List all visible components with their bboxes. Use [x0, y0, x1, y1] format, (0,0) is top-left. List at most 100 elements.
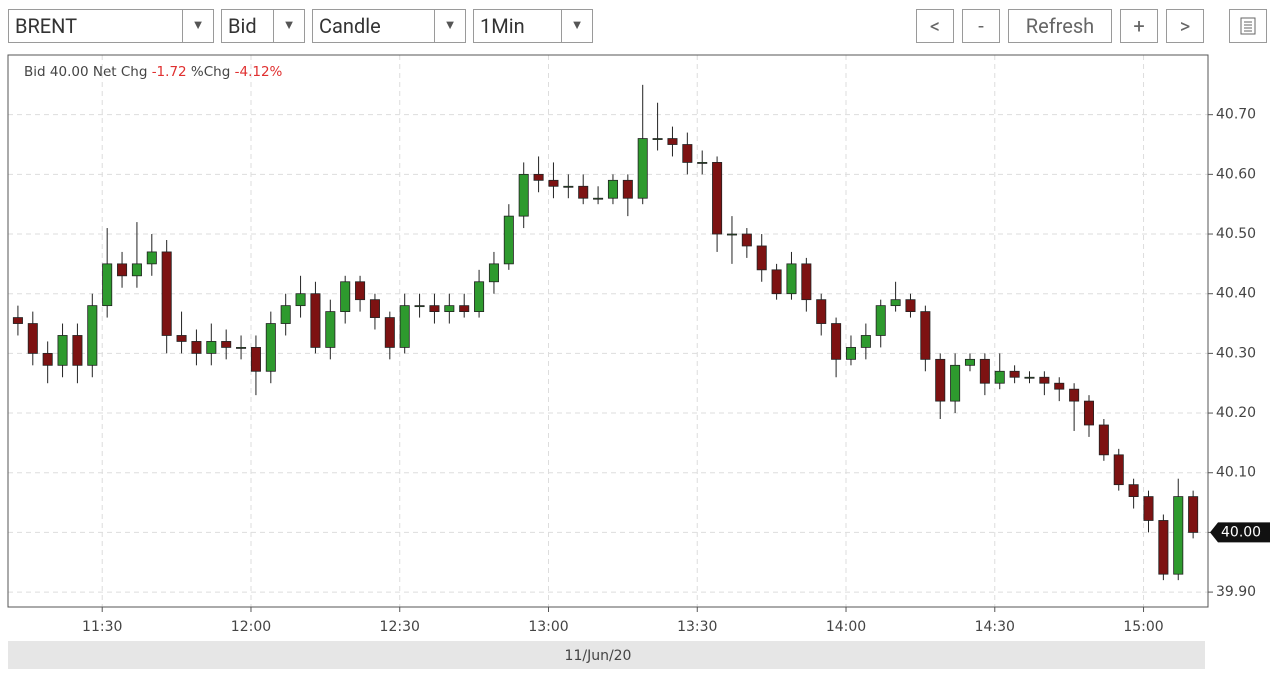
candle-body: [726, 233, 737, 236]
candle-body: [548, 179, 559, 187]
candle-body: [1054, 382, 1065, 390]
candle-body: [697, 162, 708, 164]
candle-body: [816, 299, 827, 324]
candle-body: [236, 347, 247, 349]
candle-body: [786, 263, 797, 295]
candle-body: [161, 251, 172, 336]
x-axis-label: 11/Jun/20: [565, 648, 632, 664]
field-select[interactable]: Bid ▼: [221, 9, 305, 43]
candle-body: [42, 352, 53, 366]
info-line: Bid 40.00 Net Chg -1.72 %Chg -4.12%: [24, 64, 283, 80]
candle-body: [340, 281, 351, 313]
x-tick-label: 13:00: [528, 619, 568, 635]
candle-body: [875, 305, 886, 336]
candle-body: [280, 305, 291, 324]
candle-body: [295, 293, 306, 307]
candle-body: [979, 358, 990, 384]
menu-button[interactable]: [1229, 9, 1267, 43]
candle-body: [72, 335, 83, 366]
info-field: Bid: [24, 64, 46, 80]
zoom-out-button[interactable]: -: [962, 9, 1000, 43]
candle-body: [831, 323, 842, 360]
candle-body: [1188, 496, 1199, 533]
candle-body: [429, 305, 440, 313]
interval-select[interactable]: 1Min ▼: [473, 9, 593, 43]
dropdown-arrow: ▼: [434, 10, 465, 42]
candle-body: [191, 341, 202, 354]
candle-body: [1024, 376, 1035, 379]
zoom-in-button[interactable]: +: [1120, 9, 1158, 43]
candle-body: [1128, 484, 1139, 497]
candle-body: [206, 341, 217, 354]
refresh-button[interactable]: Refresh: [1008, 9, 1112, 43]
candle-body: [994, 370, 1005, 384]
candle-body: [845, 347, 856, 360]
info-net-label: Net Chg: [93, 64, 148, 80]
candle-body: [87, 305, 98, 366]
candle-body: [533, 173, 544, 181]
candle-body: [355, 281, 366, 301]
candle-body: [890, 299, 901, 307]
candle-body: [741, 233, 752, 247]
candle-body: [146, 251, 157, 265]
candle-body: [1098, 424, 1109, 456]
candle-body: [310, 293, 321, 348]
candle-body: [117, 263, 128, 277]
candle-body: [637, 138, 648, 199]
candle-body: [265, 323, 276, 372]
symbol-select[interactable]: BRENT ▼: [8, 9, 214, 43]
date-strip: [8, 641, 1205, 669]
candle-body: [1173, 496, 1184, 575]
x-tick-label: 12:30: [380, 619, 420, 635]
y-tick-label: 40.50: [1216, 226, 1256, 242]
candle-body: [950, 364, 961, 402]
last-price-label: 40.00: [1221, 524, 1261, 540]
menu-icon: [1240, 17, 1256, 35]
x-tick-label: 12:00: [231, 619, 271, 635]
field: Bid: [228, 14, 257, 38]
candle-body: [756, 245, 767, 271]
candle-body: [935, 358, 946, 402]
candle-body: [920, 311, 931, 360]
x-tick-label: 11:30: [82, 619, 122, 635]
style-select[interactable]: Candle ▼: [312, 9, 466, 43]
candle-body: [250, 347, 261, 372]
candle-body: [622, 179, 633, 199]
grid: [8, 55, 1208, 607]
candle-body: [325, 311, 336, 348]
candle-body: [1039, 376, 1050, 384]
candle-body: [667, 138, 678, 145]
candle-body: [1113, 454, 1124, 486]
candle-body: [712, 162, 723, 235]
candle-body: [12, 317, 23, 324]
candle-body: [801, 263, 812, 301]
candle-body: [369, 299, 380, 318]
candle-body: [1158, 520, 1169, 575]
interval: 1Min: [480, 14, 525, 38]
candle-body: [1009, 370, 1020, 378]
candle-body: [488, 263, 499, 283]
candle-body: [102, 263, 113, 307]
candle-body: [131, 263, 142, 277]
candle-body: [860, 335, 871, 348]
candle-body: [905, 299, 916, 313]
x-tick-label: 15:00: [1123, 619, 1163, 635]
candle-body: [518, 173, 529, 217]
y-tick-label: 40.70: [1216, 107, 1256, 123]
candle-body: [563, 185, 574, 188]
candle-body: [964, 358, 975, 366]
candle-body: [1069, 388, 1080, 402]
prev-button[interactable]: <: [916, 9, 954, 43]
last-price-tag: [1210, 522, 1270, 543]
candle-body: [682, 144, 693, 163]
next-button[interactable]: >: [1166, 9, 1204, 43]
candle-body: [399, 305, 410, 348]
candle-body: [474, 281, 485, 313]
symbol: BRENT: [15, 14, 78, 38]
info-net: -1.72: [152, 64, 187, 80]
candle-body: [459, 305, 470, 313]
y-tick-label: 40.10: [1216, 465, 1256, 481]
candle-body: [593, 197, 604, 200]
